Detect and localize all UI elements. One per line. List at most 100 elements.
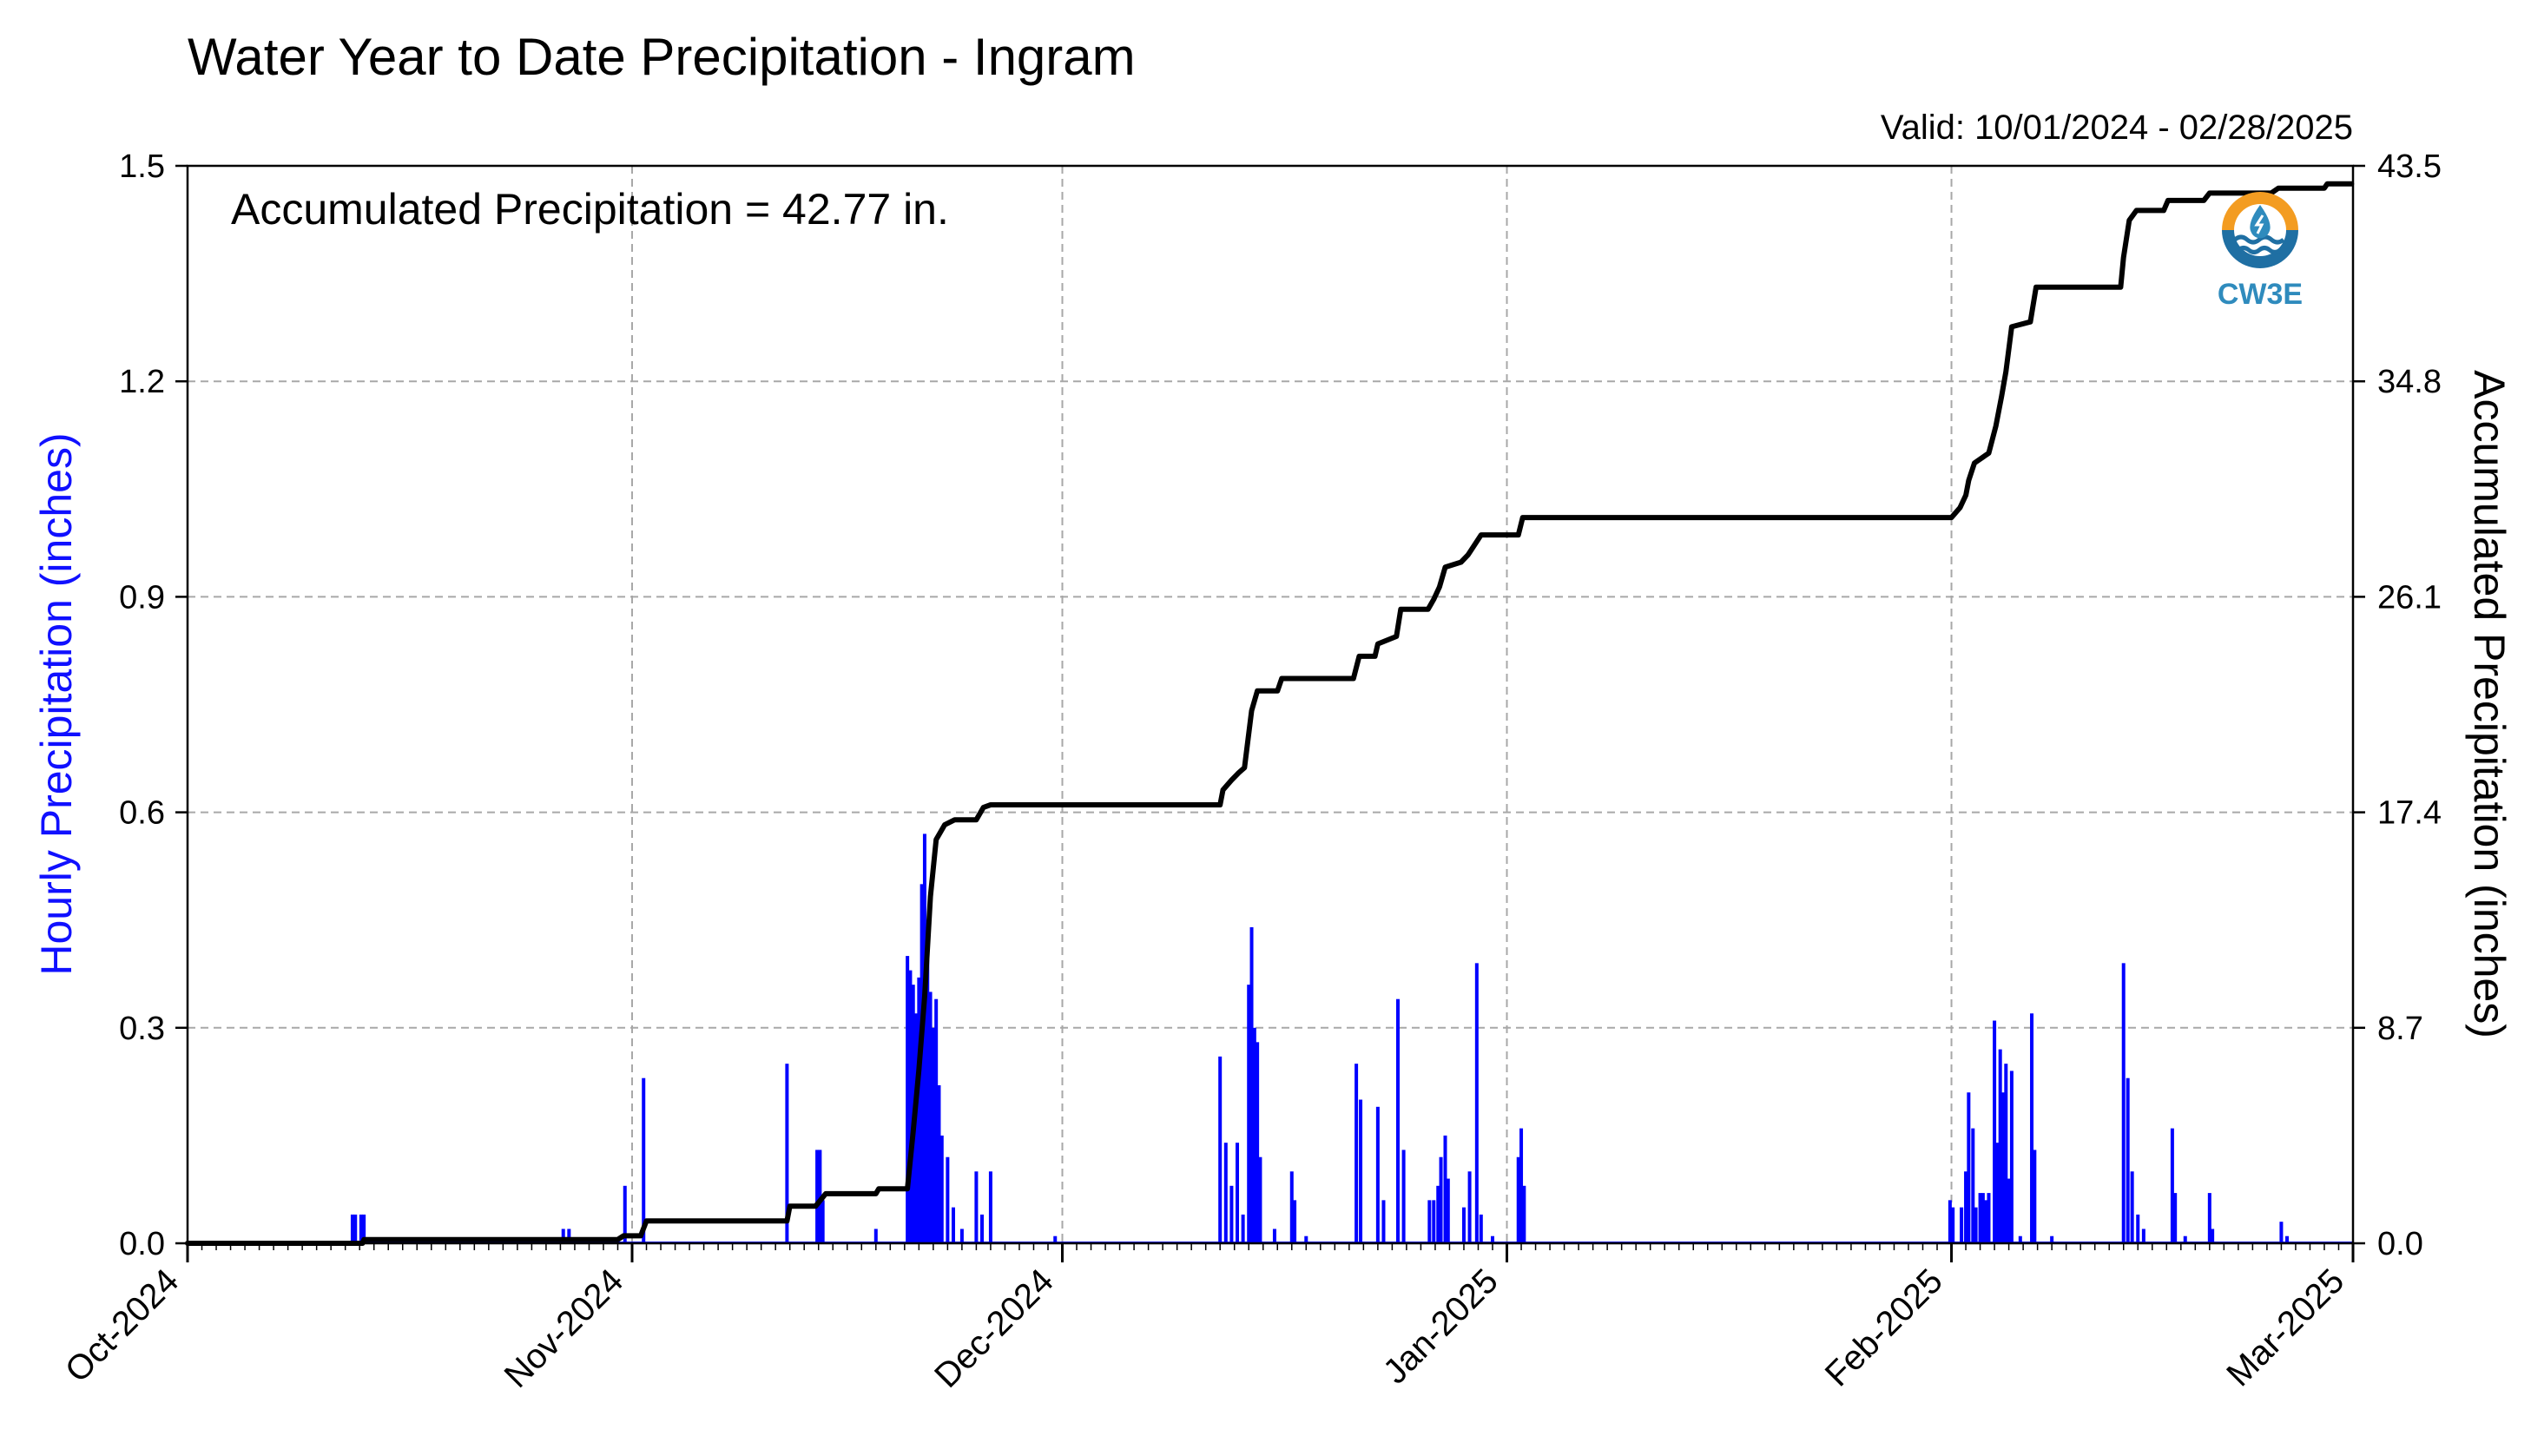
hourly-bar [2285,1235,2290,1243]
hourly-bar [815,1150,820,1243]
chart-title: Water Year to Date Precipitation - Ingra… [188,28,1136,86]
hourly-bar [1229,1185,1234,1243]
left-tick-label: 0.3 [119,1011,165,1047]
hourly-bar [1236,1143,1240,1243]
hourly-bar [2173,1193,2178,1243]
hourly-bar [980,1214,985,1243]
x-tick-label: Jan-2025 [1376,1262,1506,1391]
hourly-bar [2207,1193,2211,1243]
hourly-bar [1516,1156,1520,1243]
hourly-bar [2030,1013,2034,1243]
hourly-bar [353,1214,358,1243]
hourly-bar [350,1214,354,1243]
hourly-bar [2050,1235,2054,1243]
x-tick-label: Mar-2025 [2219,1262,2351,1393]
hourly-bar [2000,1092,2005,1243]
hourly-bar [1446,1178,1450,1243]
hourly-bar [1948,1200,1952,1243]
accumulated-line [185,181,2355,1246]
hourly-bar [928,992,933,1243]
right-tick-label: 17.4 [2377,795,2442,832]
hourly-bar [821,1200,825,1243]
hourly-bar [362,1214,366,1243]
hourly-bar [1978,1193,1982,1243]
hourly-bar [2121,963,2126,1243]
hourly-bar [2183,1235,2187,1243]
hourly-bar [1474,963,1479,1243]
hourly-bar [908,970,913,1243]
hourly-bar [2170,1128,2174,1243]
hourly-bar [1960,1207,1964,1243]
hourly-bar [1998,1049,2002,1243]
hourly-bar [1401,1150,1406,1243]
left-tick-label: 0.0 [119,1226,165,1262]
hourly-bar [1252,1027,1256,1243]
hourly-bar [926,956,930,1243]
hourly-bar [1258,1156,1262,1243]
hourly-bar [2018,1235,2022,1243]
hourly-bar [1479,1214,1483,1243]
gridlines [188,166,2353,1243]
left-tick-label: 1.5 [119,148,165,185]
hourly-bar [2033,1150,2037,1243]
hourly-bar [1987,1193,1991,1243]
hourly-bar [1256,1042,1260,1243]
hourly-bar [1395,998,1400,1243]
left-y-axis-label: Hourly Precipitation (inches) [32,432,81,975]
hourly-bar [2007,1178,2011,1243]
hourly-bar [951,1207,955,1243]
hourly-bar [2141,1229,2145,1243]
logo-mark-icon [2217,192,2304,273]
right-tick-label: 34.8 [2377,364,2442,400]
right-tick-label: 26.1 [2377,579,2442,616]
right-tick-label: 43.5 [2377,148,2442,185]
hourly-bar [1971,1128,1975,1243]
cw3e-logo: CW3E [2217,192,2304,311]
hourly-bar [1984,1200,1988,1243]
hourly-bar [1381,1200,1386,1243]
hourly-bar [1304,1235,1308,1243]
hourly-bar [2009,1071,2014,1243]
x-tick-label: Oct-2024 [58,1262,186,1389]
hourly-bar [1375,1106,1380,1243]
hourly-bar [567,1229,571,1243]
hourly-bar [1964,1171,1968,1243]
hourly-bar [1293,1200,1297,1243]
hourly-bar [937,1084,941,1243]
hourly-bar [1354,1064,1359,1243]
hourly-bar [1289,1171,1294,1243]
x-tick-label: Dec-2024 [927,1262,1061,1395]
hourly-bar [1427,1200,1432,1243]
hourly-bar [1223,1143,1228,1243]
hourly-bar [1461,1207,1466,1243]
hourly-bar [1272,1229,1276,1243]
right-tick-label: 0.0 [2377,1226,2423,1262]
hourly-bar [1467,1171,1472,1243]
right-y-axis-label: Accumulated Precipitation (inches) [2465,370,2514,1038]
right-tick-label: 8.7 [2377,1011,2423,1047]
hourly-bar [561,1229,565,1243]
hourly-bar [1053,1235,1058,1243]
x-tick-label: Feb-2025 [1818,1262,1950,1393]
accumulated-total-annotation: Accumulated Precipitation = 42.77 in. [231,185,949,234]
hourly-bar [873,1229,878,1243]
logo-text: CW3E [2218,278,2303,311]
hourly-precipitation-bars [188,833,2353,1243]
hourly-bar [2211,1229,2215,1243]
hourly-bar [785,1064,789,1243]
hourly-bar [1993,1020,1997,1243]
hourly-bar [818,1150,822,1243]
hourly-bar [1951,1207,1955,1243]
hourly-bar [2136,1214,2140,1243]
hourly-bar [1967,1092,1971,1243]
hourly-bar [2126,1077,2130,1243]
hourly-bar [1436,1185,1440,1243]
plot-frame [186,164,2355,1245]
hourly-bar [1359,1099,1363,1243]
x-axis: Oct-2024 Nov-2024 Dec-2024 Jan-2025 Feb-2025… [58,1243,2355,1395]
hourly-bar [1981,1193,1985,1243]
hourly-bar [906,956,910,1243]
hourly-bar [1522,1185,1526,1243]
hourly-bar [1218,1056,1223,1243]
hourly-bar [1432,1200,1436,1243]
